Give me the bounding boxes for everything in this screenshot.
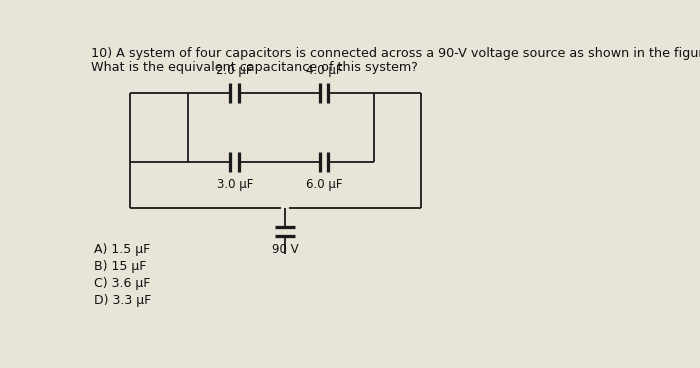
Text: 90 V: 90 V: [272, 243, 298, 256]
Text: A) 1.5 μF: A) 1.5 μF: [94, 243, 150, 256]
Text: C) 3.6 μF: C) 3.6 μF: [94, 277, 150, 290]
Text: B) 15 μF: B) 15 μF: [94, 260, 146, 273]
Text: D) 3.3 μF: D) 3.3 μF: [94, 294, 151, 307]
Text: What is the equivalent capacitance of this system?: What is the equivalent capacitance of th…: [90, 61, 417, 74]
Text: 6.0 μF: 6.0 μF: [306, 178, 342, 191]
Text: 4.0 μF: 4.0 μF: [306, 64, 342, 77]
Text: 10) A system of four capacitors is connected across a 90-V voltage source as sho: 10) A system of four capacitors is conne…: [90, 47, 700, 60]
Text: 2.0 μF: 2.0 μF: [216, 64, 253, 77]
Text: 3.0 μF: 3.0 μF: [216, 178, 253, 191]
